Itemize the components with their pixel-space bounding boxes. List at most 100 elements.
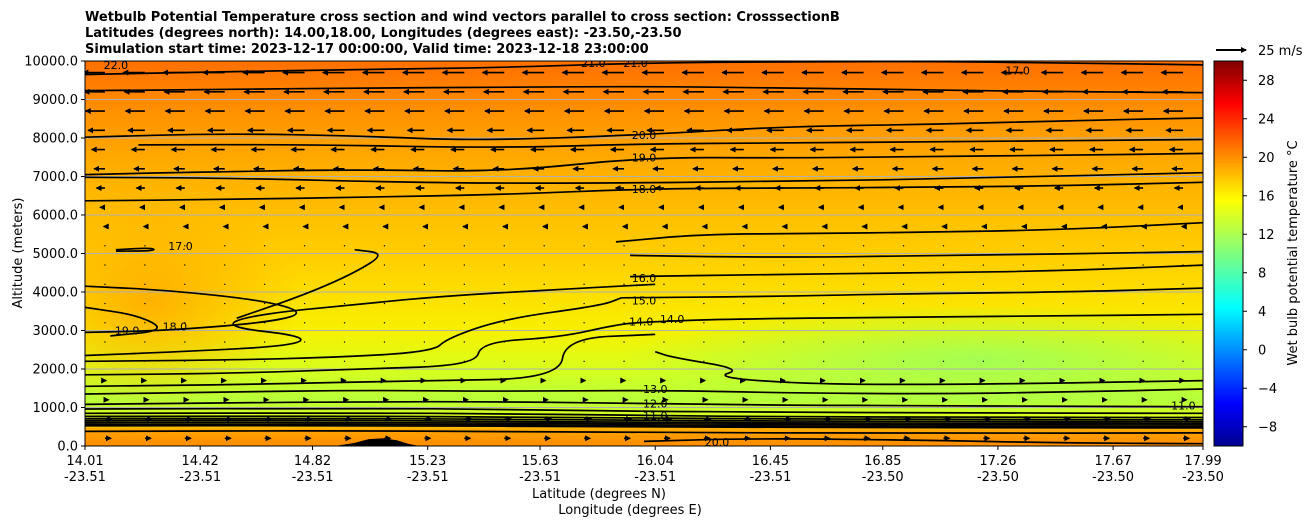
contour-line — [629, 264, 1203, 278]
wind-vector-dot — [144, 322, 146, 324]
wind-vector-dot — [942, 322, 945, 324]
wind-vector-dot — [343, 264, 346, 266]
y-tick-label: 4000.0 — [33, 286, 79, 301]
contour-line — [85, 313, 1203, 376]
wind-vector-dot — [822, 341, 825, 343]
wind-vector-dot — [343, 245, 346, 247]
wind-vector-dot — [743, 264, 745, 266]
wind-vector-dot — [423, 245, 426, 247]
colorbar-label: Wet bulb potential temperature °C — [1286, 140, 1301, 365]
contour-line — [85, 297, 622, 363]
wind-vector-dot — [543, 322, 545, 324]
wind-vector-dot — [303, 283, 306, 285]
contour-line — [85, 333, 656, 388]
colorbar-tick-label: 20 — [1258, 151, 1275, 166]
y-tick-label: 2000.0 — [33, 363, 79, 378]
wind-vector-dot — [303, 245, 306, 247]
wind-vector-dot — [543, 264, 545, 266]
x-axis-label-latitude: Latitude (degrees N) — [532, 487, 666, 502]
x-tick-label-latitude: 15.23 — [409, 454, 446, 469]
wind-vector-dot — [1182, 245, 1184, 247]
wind-vector-dot — [503, 341, 505, 343]
contour-label: 19.0 — [115, 325, 140, 338]
wind-vector-dot — [224, 322, 226, 324]
wind-vector-dot — [862, 322, 865, 324]
x-tick-label-longitude: -23.51 — [292, 470, 334, 485]
wind-vector-dot — [1142, 283, 1144, 285]
wind-vector-dot — [1102, 264, 1104, 266]
wind-vector-dot — [703, 341, 705, 343]
contour-label: 17.0 — [1005, 65, 1030, 78]
wind-vector-dot — [1022, 283, 1025, 285]
wind-vector-dot — [623, 302, 625, 305]
wind-vector-dot — [1062, 283, 1064, 285]
wind-vector-dot — [503, 302, 505, 305]
x-tick-label-longitude: -23.50 — [862, 470, 904, 485]
x-tick-label-latitude: 15.63 — [521, 454, 558, 469]
contour-line — [85, 423, 1203, 428]
wind-vector-dot — [1182, 322, 1184, 324]
colorbar-tick-label: −8 — [1258, 420, 1277, 435]
wind-vector-dot — [383, 322, 386, 324]
wind-vector-dot — [463, 245, 466, 247]
quiver-key-label: 25 m/s — [1258, 44, 1303, 59]
wind-vector-dot — [623, 245, 625, 247]
contour-line — [629, 250, 1203, 258]
wind-vector-dot — [263, 360, 266, 362]
wind-vector-dot — [1142, 245, 1144, 247]
wind-vector-dot — [104, 302, 106, 305]
wind-vector-dot — [1142, 341, 1144, 343]
wind-vector-dot — [224, 283, 226, 285]
wind-vector-dot — [663, 341, 665, 343]
wind-vector-dot — [263, 245, 266, 247]
x-tick-label-latitude: 14.42 — [182, 454, 219, 469]
wind-vector-dot — [1062, 360, 1064, 362]
contour-line — [654, 350, 1203, 386]
wind-vector-dot — [1142, 302, 1144, 305]
wind-vector-dot — [303, 302, 306, 305]
wind-vector-dot — [184, 360, 186, 362]
wind-vector-dot — [263, 322, 266, 324]
wind-vector-dot — [703, 264, 705, 266]
colorbar-tick-label: 12 — [1258, 228, 1275, 243]
wind-vector-dot — [1102, 245, 1104, 247]
wind-vector-dot — [862, 283, 865, 285]
wind-vector-dot — [583, 302, 585, 305]
contour-label: 11.0 — [1171, 400, 1196, 413]
wind-vector-dot — [942, 302, 945, 305]
contour-line — [85, 415, 1203, 421]
contour-line — [85, 117, 1203, 141]
wind-vectors — [85, 69, 1192, 442]
contour-line — [85, 430, 1203, 435]
wind-vector-dot — [1142, 360, 1144, 362]
wind-vector-dot — [1062, 341, 1064, 343]
wind-vector-dot — [144, 264, 146, 266]
wind-vector-dot — [743, 341, 745, 343]
contour-label: 21.0 — [581, 57, 606, 70]
wind-vector-dot — [503, 322, 505, 324]
wind-vector-dot — [144, 302, 146, 305]
wind-vector-dot — [1022, 322, 1025, 324]
wind-vector-dot — [783, 322, 785, 324]
wind-vector-dot — [463, 322, 466, 324]
wind-vector-dot — [1062, 264, 1064, 266]
wind-vector-dot — [1022, 264, 1025, 266]
wind-vector-dot — [942, 360, 945, 362]
wind-vector-dot — [263, 341, 266, 343]
wind-vector-dot — [663, 264, 665, 266]
contour-label: 19.0 — [632, 151, 657, 164]
wind-vector-dot — [703, 360, 705, 362]
x-tick-label-longitude: -23.51 — [407, 470, 449, 485]
contour-label: 22.0 — [104, 59, 129, 72]
wind-vector-dot — [1142, 264, 1144, 266]
wind-vector-dot — [1142, 322, 1144, 324]
x-tick-label-longitude: -23.51 — [634, 470, 676, 485]
x-tick-label-longitude: -23.51 — [179, 470, 221, 485]
wind-vector-dot — [982, 264, 985, 266]
wind-vector-dot — [263, 264, 266, 266]
wind-vector-dot — [623, 264, 625, 266]
wind-vector-dot — [583, 360, 585, 362]
wind-vector-dot — [463, 302, 466, 305]
wind-vector-dot — [543, 283, 545, 285]
